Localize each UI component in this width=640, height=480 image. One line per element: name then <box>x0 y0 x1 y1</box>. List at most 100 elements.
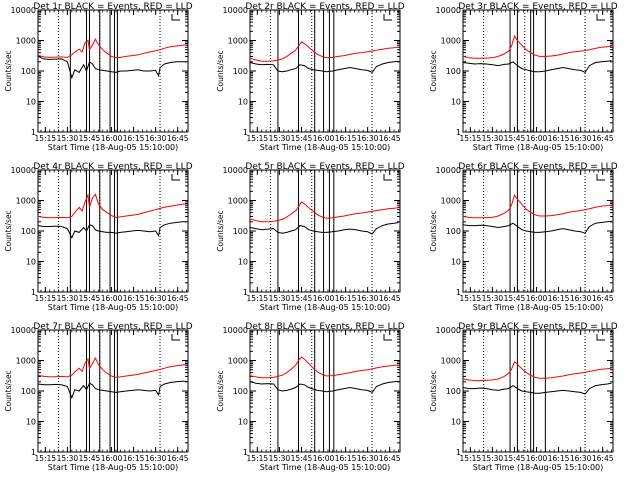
panel-title: Det 3r BLACK = Events, RED = LLD <box>458 2 617 12</box>
y-tick-label: 1 <box>456 448 461 457</box>
plot-frame <box>462 329 614 453</box>
x-tick-label: 16:30 <box>570 454 592 463</box>
y-tick-label: 1000 <box>228 37 248 46</box>
panel-title: Det 9r BLACK = Events, RED = LLD <box>458 322 617 332</box>
y-tick-label: 10 <box>451 418 461 427</box>
x-tick-label: 15:45 <box>504 454 526 463</box>
x-axis-label: Start Time (18-Aug-05 15:10:00) <box>260 463 391 472</box>
y-tick-label: 1000 <box>441 37 461 46</box>
corner-marker <box>383 174 392 181</box>
x-tick-label: 16:00 <box>526 134 548 143</box>
series-lld-line <box>249 41 399 62</box>
panel-title: Det 8r BLACK = Events, RED = LLD <box>245 322 404 332</box>
plot-frame <box>37 169 189 293</box>
y-axis-label: Counts/sec <box>4 370 13 411</box>
x-tick-label: 15:15 <box>247 134 269 143</box>
y-tick-label: 10 <box>238 98 248 107</box>
y-tick-label: 1000 <box>16 357 36 366</box>
chart-panel-4: Det 4r BLACK = Events, RED = LLD 1 10 100 10… <box>4 162 193 312</box>
y-tick-label: 1 <box>456 288 461 297</box>
x-axis-label: Start Time (18-Aug-05 15:10:00) <box>473 303 604 312</box>
series-lld-line <box>249 356 399 379</box>
y-tick-label: 100 <box>446 387 461 396</box>
y-tick-label: 10000 <box>436 166 461 175</box>
x-tick-label: 15:30 <box>482 454 504 463</box>
x-tick-label: 16:15 <box>335 454 357 463</box>
series-events-line <box>37 55 187 80</box>
y-tick-label: 10000 <box>11 166 36 175</box>
series-events-line <box>249 380 399 394</box>
y-tick-label: 10 <box>451 98 461 107</box>
x-tick-label: 16:00 <box>101 294 123 303</box>
y-tick-label: 100 <box>21 387 36 396</box>
y-tick-label: 10000 <box>223 6 248 15</box>
x-tick-label: 16:30 <box>357 134 379 143</box>
x-tick-label: 16:45 <box>379 454 401 463</box>
x-tick-label: 16:45 <box>379 134 401 143</box>
y-axis-label: Counts/sec <box>216 370 225 411</box>
y-tick-label: 100 <box>446 67 461 76</box>
y-axis-label: Counts/sec <box>429 50 438 91</box>
x-tick-label: 16:45 <box>379 294 401 303</box>
x-tick-label: 15:45 <box>291 134 313 143</box>
series-lld-line <box>462 361 612 382</box>
x-tick-label: 15:15 <box>35 134 57 143</box>
series-lld-line <box>462 193 612 219</box>
y-tick-label: 10000 <box>223 326 248 335</box>
x-tick-label: 15:30 <box>482 294 504 303</box>
x-tick-label: 15:45 <box>504 134 526 143</box>
chart-panel-1: Det 1r BLACK = Events, RED = LLD 1 10 100 10… <box>4 2 193 152</box>
chart-panel-6: Det 6r BLACK = Events, RED = LLD 1 10 100 10… <box>429 162 618 312</box>
x-tick-label: 15:30 <box>482 134 504 143</box>
x-tick-label: 16:00 <box>313 294 335 303</box>
corner-marker <box>596 334 605 341</box>
chart-panel-9: Det 9r BLACK = Events, RED = LLD 1 10 100 10… <box>429 322 618 472</box>
x-tick-label: 16:45 <box>592 294 614 303</box>
corner-marker <box>596 174 605 181</box>
y-tick-label: 10 <box>26 258 36 267</box>
y-tick-label: 10 <box>451 258 461 267</box>
series-lld-line <box>249 201 399 223</box>
y-axis-label: Counts/sec <box>429 210 438 251</box>
x-tick-label: 15:30 <box>57 294 79 303</box>
x-axis-label: Start Time (18-Aug-05 15:10:00) <box>48 303 179 312</box>
y-tick-label: 10000 <box>11 6 36 15</box>
series-events-line <box>249 222 399 235</box>
plot-frame <box>249 169 401 293</box>
x-tick-label: 16:15 <box>548 134 570 143</box>
y-tick-label: 1000 <box>441 357 461 366</box>
y-axis-label: Counts/sec <box>216 50 225 91</box>
x-tick-label: 15:45 <box>79 134 101 143</box>
x-tick-label: 15:45 <box>79 294 101 303</box>
x-tick-label: 16:15 <box>123 294 145 303</box>
x-tick-label: 16:15 <box>335 134 357 143</box>
y-tick-label: 1000 <box>16 37 36 46</box>
y-tick-label: 100 <box>21 67 36 76</box>
x-tick-label: 15:45 <box>504 294 526 303</box>
x-tick-label: 15:15 <box>460 454 482 463</box>
x-tick-label: 15:15 <box>35 294 57 303</box>
corner-marker <box>171 334 180 341</box>
series-events-line <box>37 221 187 239</box>
y-tick-label: 100 <box>21 227 36 236</box>
y-tick-label: 1000 <box>228 197 248 206</box>
y-tick-label: 1 <box>243 128 248 137</box>
y-axis-label: Counts/sec <box>216 210 225 251</box>
x-tick-label: 15:45 <box>291 294 313 303</box>
chart-panel-3: Det 3r BLACK = Events, RED = LLD 1 10 100 10… <box>429 2 618 152</box>
x-tick-label: 16:30 <box>357 454 379 463</box>
y-tick-label: 1 <box>31 128 36 137</box>
y-tick-label: 10 <box>26 98 36 107</box>
series-lld-line <box>37 193 187 219</box>
x-tick-label: 15:45 <box>79 454 101 463</box>
series-lld-line <box>462 34 612 59</box>
x-tick-label: 16:30 <box>570 134 592 143</box>
x-axis-label: Start Time (18-Aug-05 15:10:00) <box>473 143 604 152</box>
y-tick-label: 10000 <box>436 6 461 15</box>
x-axis-label: Start Time (18-Aug-05 15:10:00) <box>48 463 179 472</box>
series-events-line <box>37 380 187 400</box>
x-tick-label: 16:30 <box>145 454 167 463</box>
x-tick-label: 15:15 <box>247 294 269 303</box>
corner-marker <box>171 14 180 21</box>
x-tick-label: 16:00 <box>313 454 335 463</box>
